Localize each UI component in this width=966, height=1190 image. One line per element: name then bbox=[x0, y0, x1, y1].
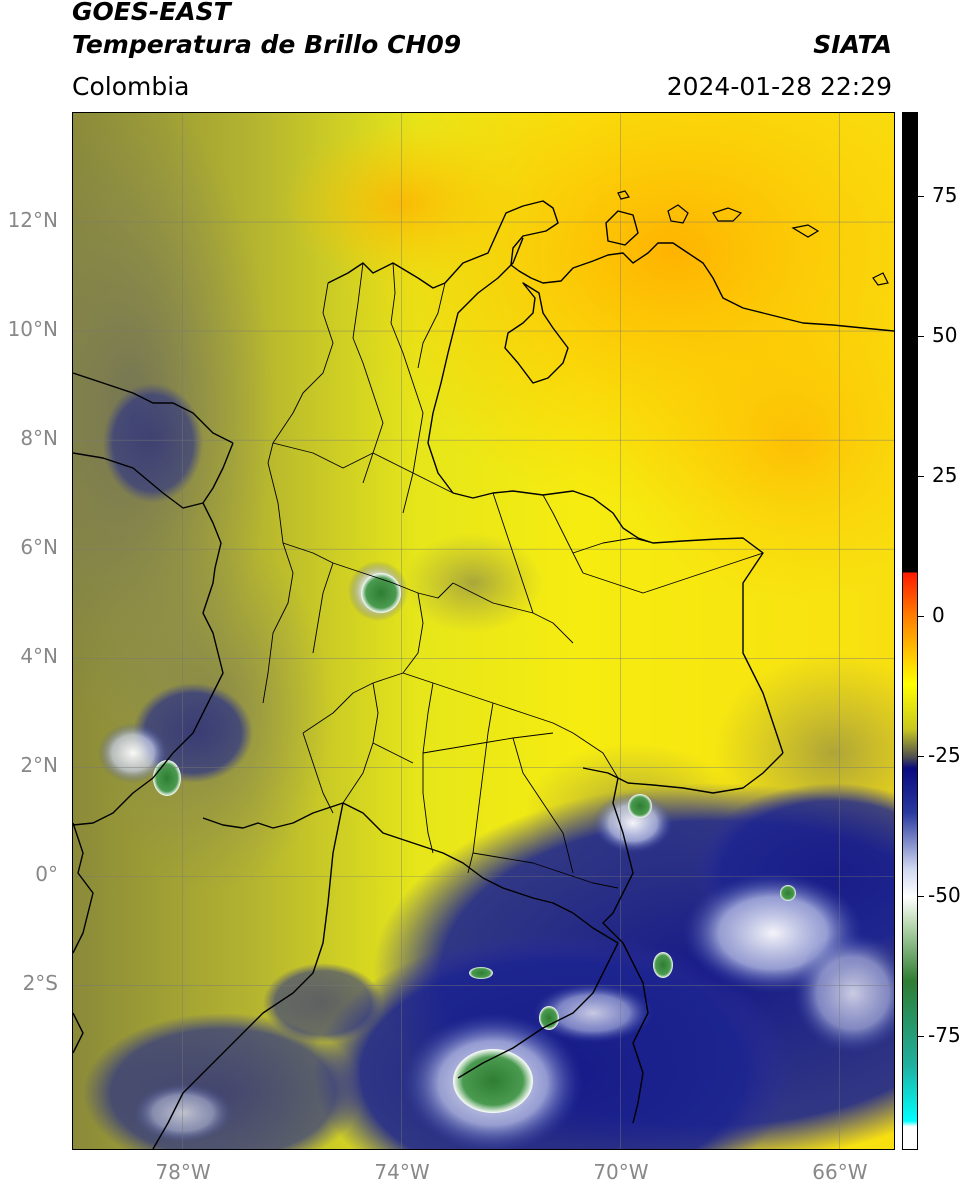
brightness-temperature-map bbox=[73, 113, 894, 1149]
org-label: SIATA bbox=[813, 30, 892, 59]
lat-tick-label: 10°N bbox=[7, 317, 58, 342]
colorbar-tick-mark bbox=[918, 755, 924, 757]
lat-tick-label: 4°N bbox=[20, 644, 58, 669]
colombia-panama-border bbox=[202, 442, 234, 654]
lake-maracaibo bbox=[504, 282, 569, 384]
coastline-pacific bbox=[73, 402, 234, 826]
lon-tick-label: 74°W bbox=[374, 1160, 430, 1184]
colombia-peru-border bbox=[342, 802, 619, 944]
colorbar-tick-label: -50 bbox=[928, 883, 961, 907]
colorbar-tick-mark bbox=[918, 1035, 924, 1037]
colorbar-tick-mark bbox=[918, 335, 924, 337]
satellite-title: GOES-EAST bbox=[72, 0, 231, 26]
islands-caribbean bbox=[617, 190, 889, 286]
peru-brazil-border bbox=[457, 942, 619, 1079]
colorbar-tick-mark bbox=[918, 895, 924, 897]
colombia-ecuador-border bbox=[202, 802, 344, 829]
ecuador-peru-border bbox=[152, 802, 344, 1149]
political-boundaries bbox=[73, 200, 894, 1149]
lat-tick-label: 8°N bbox=[20, 426, 58, 451]
lat-tick-label: 6°N bbox=[20, 535, 58, 560]
lat-tick-label: 12°N bbox=[7, 208, 58, 233]
very-cold-cloud-tops bbox=[98, 561, 894, 1149]
lon-tick-label: 70°W bbox=[593, 1160, 649, 1184]
department-boundaries bbox=[262, 262, 764, 889]
region-label: Colombia bbox=[72, 72, 190, 101]
lat-tick-label: 2°N bbox=[20, 753, 58, 778]
lon-tick-label: 66°W bbox=[812, 1160, 868, 1184]
colombia-brazil-border bbox=[602, 777, 649, 1124]
panama-coast bbox=[73, 372, 204, 509]
peninsula-paraguana bbox=[605, 210, 639, 246]
datetime-label: 2024-01-28 22:29 bbox=[666, 72, 892, 101]
colombia-venezuela-border bbox=[427, 237, 784, 754]
colorbar-tick-label: -75 bbox=[928, 1023, 961, 1047]
colorbar-tick-label: -25 bbox=[928, 743, 961, 767]
lon-tick-label: 78°W bbox=[155, 1160, 211, 1184]
warm-region bbox=[283, 113, 894, 603]
venezuela-brazil-border bbox=[582, 752, 784, 794]
product-title: Temperatura de Brillo CH09 bbox=[72, 30, 462, 59]
colorbar-tick-mark bbox=[918, 475, 924, 477]
colorbar-tick-label: 25 bbox=[932, 463, 958, 487]
colorbar bbox=[902, 112, 918, 1150]
lat-tick-label: 0° bbox=[35, 862, 58, 887]
colorbar-tick-mark bbox=[918, 195, 924, 197]
colorbar-tick-label: 75 bbox=[932, 183, 958, 207]
colorbar-tick-label: 0 bbox=[932, 603, 945, 627]
map-panel bbox=[72, 112, 895, 1150]
coastline-caribbean bbox=[327, 200, 894, 332]
lat-tick-label: 2°S bbox=[22, 971, 58, 996]
colorbar-tick-mark bbox=[918, 615, 924, 617]
ecuador-coast bbox=[73, 822, 94, 1054]
colorbar-tick-label: 50 bbox=[932, 323, 958, 347]
